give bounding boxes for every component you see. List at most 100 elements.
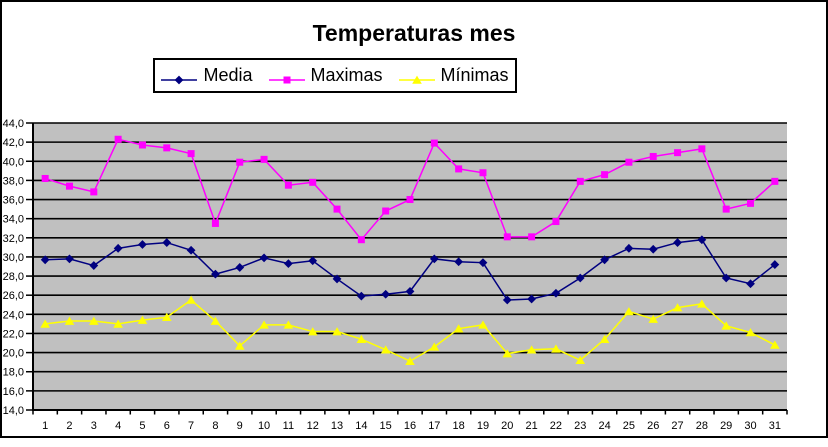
x-tick-label: 27 bbox=[671, 420, 683, 432]
minimas-series-marker-icon bbox=[398, 70, 435, 84]
series-maximas-marker bbox=[601, 171, 609, 179]
x-tick-label: 25 bbox=[623, 420, 635, 432]
y-tick-label: 40,0 bbox=[3, 156, 24, 168]
series-media-marker bbox=[697, 235, 707, 245]
legend-label-media: Media bbox=[203, 65, 253, 85]
series-mnimas-marker bbox=[283, 320, 294, 329]
series-maximas-marker bbox=[698, 145, 706, 153]
series-maximas-marker bbox=[284, 181, 292, 189]
series-maximas-marker bbox=[771, 177, 779, 185]
series-maximas-marker bbox=[114, 135, 122, 143]
y-tick-label: 30,0 bbox=[3, 252, 24, 264]
x-tick-label: 31 bbox=[769, 420, 781, 432]
maximas-series-marker-icon bbox=[268, 70, 305, 83]
series-mnimas-marker bbox=[137, 315, 148, 324]
series-maximas-marker bbox=[576, 177, 584, 185]
legend-item-minimas: Mínimas bbox=[398, 65, 509, 86]
y-tick-label: 32,0 bbox=[3, 233, 24, 245]
series-media-marker bbox=[648, 244, 658, 254]
x-tick-label: 10 bbox=[258, 420, 270, 432]
series-media-marker bbox=[65, 254, 74, 264]
media-series-marker-icon bbox=[161, 70, 198, 84]
x-tick-label: 15 bbox=[380, 420, 392, 432]
x-tick-label: 26 bbox=[647, 420, 659, 432]
series-mnimas-marker bbox=[405, 356, 415, 366]
x-tick-label: 8 bbox=[212, 420, 218, 432]
y-tick-label: 36,0 bbox=[3, 195, 24, 207]
series-media-marker bbox=[308, 256, 318, 266]
legend: Media Maximas Mínimas bbox=[153, 58, 517, 93]
series-maximas-marker bbox=[552, 218, 560, 226]
series-mnimas-marker bbox=[502, 349, 513, 358]
series-mnimas-marker bbox=[551, 344, 561, 353]
series-media-marker bbox=[211, 269, 220, 279]
x-tick-label: 13 bbox=[331, 420, 343, 432]
x-tick-label: 19 bbox=[477, 420, 489, 432]
legend-item-maximas: Maximas bbox=[268, 65, 383, 86]
x-tick-label: 16 bbox=[404, 420, 416, 432]
series-maximas-marker bbox=[90, 188, 98, 196]
series-maximas-marker bbox=[382, 207, 390, 215]
series-mnimas-marker bbox=[453, 324, 464, 333]
y-tick-label: 26,0 bbox=[3, 290, 24, 302]
series-mnimas-marker bbox=[186, 295, 196, 304]
x-tick-label: 17 bbox=[428, 420, 440, 432]
x-tick-label: 11 bbox=[283, 420, 294, 432]
series-mnimas-marker bbox=[259, 320, 269, 329]
x-tick-label: 14 bbox=[355, 420, 367, 432]
series-mnimas-marker bbox=[210, 316, 221, 325]
x-tick-label: 24 bbox=[598, 420, 610, 432]
x-tick-label: 18 bbox=[453, 420, 465, 432]
legend-label-maximas: Maximas bbox=[310, 65, 383, 85]
series-media-marker bbox=[235, 263, 245, 272]
x-tick-label: 21 bbox=[525, 420, 537, 432]
y-tick-label: 42,0 bbox=[3, 137, 24, 149]
x-tick-label: 30 bbox=[744, 420, 756, 432]
series-maximas-marker bbox=[625, 158, 633, 166]
y-tick-label: 24,0 bbox=[3, 309, 24, 321]
series-mnimas-marker bbox=[697, 299, 707, 308]
series-media-marker bbox=[770, 260, 780, 269]
x-tick-label: 23 bbox=[574, 420, 586, 432]
x-tick-label: 12 bbox=[307, 420, 319, 432]
series-media-marker bbox=[40, 255, 50, 265]
series-media-marker bbox=[624, 243, 634, 253]
series-mnimas-marker bbox=[526, 345, 537, 354]
series-maximas-marker bbox=[138, 141, 146, 149]
series-maximas-marker bbox=[479, 169, 487, 177]
series-mnimas-marker bbox=[599, 334, 610, 344]
series-media-marker bbox=[283, 259, 293, 269]
legend-item-media: Media bbox=[161, 65, 253, 86]
series-maximas-marker bbox=[747, 199, 755, 207]
series-maximas-marker bbox=[65, 182, 73, 190]
y-tick-label: 20,0 bbox=[3, 348, 24, 360]
series-maximas-marker bbox=[357, 236, 365, 244]
series-mnimas-marker bbox=[332, 327, 342, 336]
series-mnimas-marker bbox=[307, 327, 318, 336]
y-tick-label: 34,0 bbox=[3, 214, 24, 226]
series-media-marker bbox=[429, 254, 439, 264]
series-maximas-marker bbox=[674, 149, 682, 157]
series-media-marker bbox=[332, 274, 342, 284]
legend-label-minimas: Mínimas bbox=[440, 65, 509, 85]
series-mnimas-marker bbox=[624, 307, 634, 316]
series-maximas-marker bbox=[503, 233, 511, 241]
series-media-marker bbox=[162, 238, 172, 247]
series-maximas-marker bbox=[236, 158, 244, 166]
series-media-marker bbox=[502, 295, 512, 305]
x-tick-label: 7 bbox=[188, 420, 194, 432]
x-tick-label: 22 bbox=[550, 420, 562, 432]
series-maximas-marker bbox=[430, 139, 438, 147]
x-tick-label: 28 bbox=[696, 420, 708, 432]
series-mnimas-marker bbox=[770, 340, 780, 349]
series-maximas-marker bbox=[163, 144, 171, 152]
series-media-marker bbox=[186, 245, 196, 255]
series-mnimas-marker bbox=[64, 316, 75, 325]
y-tick-label: 22,0 bbox=[3, 328, 24, 340]
series-maximas-marker bbox=[649, 152, 657, 160]
series-media-marker bbox=[551, 288, 561, 298]
x-tick-label: 9 bbox=[237, 420, 243, 432]
series-maximas-marker bbox=[309, 178, 317, 186]
series-mnimas-marker bbox=[721, 321, 731, 330]
